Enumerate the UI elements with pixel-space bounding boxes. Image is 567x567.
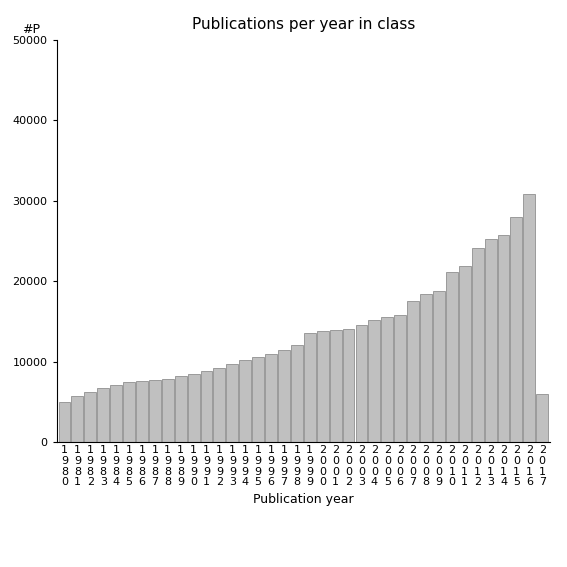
Bar: [433, 291, 445, 442]
Bar: [110, 385, 122, 442]
Bar: [317, 331, 329, 442]
Bar: [98, 388, 109, 442]
Bar: [71, 396, 83, 442]
Bar: [394, 315, 406, 442]
Bar: [84, 392, 96, 442]
Bar: [188, 374, 200, 442]
Bar: [291, 345, 303, 442]
Bar: [382, 316, 393, 442]
Bar: [472, 248, 484, 442]
Bar: [278, 350, 290, 442]
Bar: [446, 272, 458, 442]
Bar: [407, 301, 419, 442]
X-axis label: Publication year: Publication year: [253, 493, 354, 506]
Bar: [239, 360, 251, 442]
Bar: [304, 333, 316, 442]
Bar: [369, 320, 380, 442]
Bar: [356, 325, 367, 442]
Bar: [523, 194, 535, 442]
Bar: [58, 402, 70, 442]
Bar: [162, 379, 174, 442]
Text: #P: #P: [22, 23, 40, 36]
Bar: [459, 266, 471, 442]
Bar: [136, 381, 148, 442]
Bar: [213, 368, 225, 442]
Bar: [536, 394, 548, 442]
Bar: [510, 217, 522, 442]
Bar: [485, 239, 497, 442]
Bar: [498, 235, 509, 442]
Bar: [265, 354, 277, 442]
Bar: [201, 371, 213, 442]
Bar: [226, 364, 238, 442]
Bar: [175, 376, 187, 442]
Bar: [123, 382, 135, 442]
Bar: [420, 294, 432, 442]
Bar: [329, 331, 341, 442]
Bar: [149, 380, 161, 442]
Bar: [252, 357, 264, 442]
Bar: [342, 329, 354, 442]
Title: Publications per year in class: Publications per year in class: [192, 16, 415, 32]
